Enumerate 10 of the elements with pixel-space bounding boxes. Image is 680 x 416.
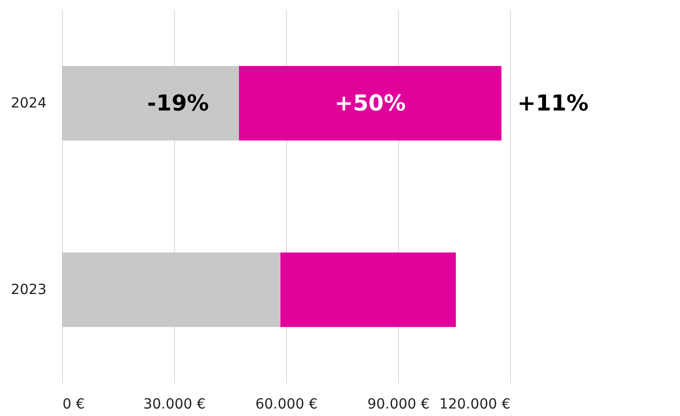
annotation: -19%	[147, 91, 209, 116]
x-tick-label: 60.000 €	[255, 396, 318, 412]
y-tick-label: 2024	[10, 95, 47, 112]
annotation: +50%	[334, 91, 406, 116]
annotation: +11%	[517, 91, 589, 116]
x-tick-label: 120.000 €	[439, 396, 510, 412]
y-tick-label: 2023	[10, 282, 46, 298]
x-tick-label: 90.000 €	[367, 396, 430, 412]
x-tick-label: 0 €	[62, 396, 85, 412]
x-tick-label: 30.000 €	[143, 396, 206, 412]
